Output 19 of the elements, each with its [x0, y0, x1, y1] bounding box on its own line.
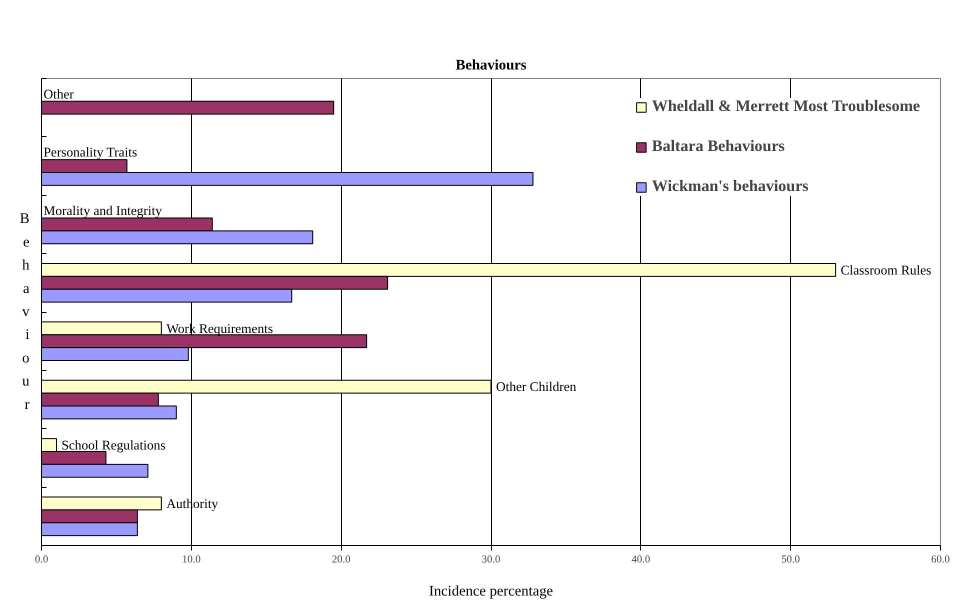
- x-tick-label: 0.0: [34, 554, 48, 566]
- x-tick-label: 60.0: [931, 554, 950, 566]
- y-tick-label: Personality Traits: [44, 144, 138, 160]
- x-tick-label: 50.0: [781, 554, 800, 566]
- x-axis-title: Incidence percentage: [428, 584, 554, 600]
- x-tick-label: 40.0: [632, 554, 650, 566]
- y-tick-label: School Regulations: [61, 438, 166, 453]
- x-tick-label: 30.0: [482, 554, 500, 566]
- y-tick-label: Classroom Rules: [840, 262, 932, 278]
- legend-label: Wickman's behaviours: [652, 178, 809, 196]
- legend-label: Wheldall & Merrett Most Troublesome: [652, 98, 920, 116]
- x-tick-label: 10.0: [182, 554, 201, 566]
- text: Behaviour: [20, 211, 30, 413]
- y-tick-label: Morality and Integrity: [44, 203, 162, 218]
- y-tick-label: Other: [44, 86, 74, 102]
- legend-label: Baltara Behaviours: [652, 138, 785, 156]
- chart-title: Behaviours: [456, 58, 527, 74]
- y-tick-label: Other Children: [496, 379, 577, 394]
- x-tick-label: 20.0: [332, 554, 350, 566]
